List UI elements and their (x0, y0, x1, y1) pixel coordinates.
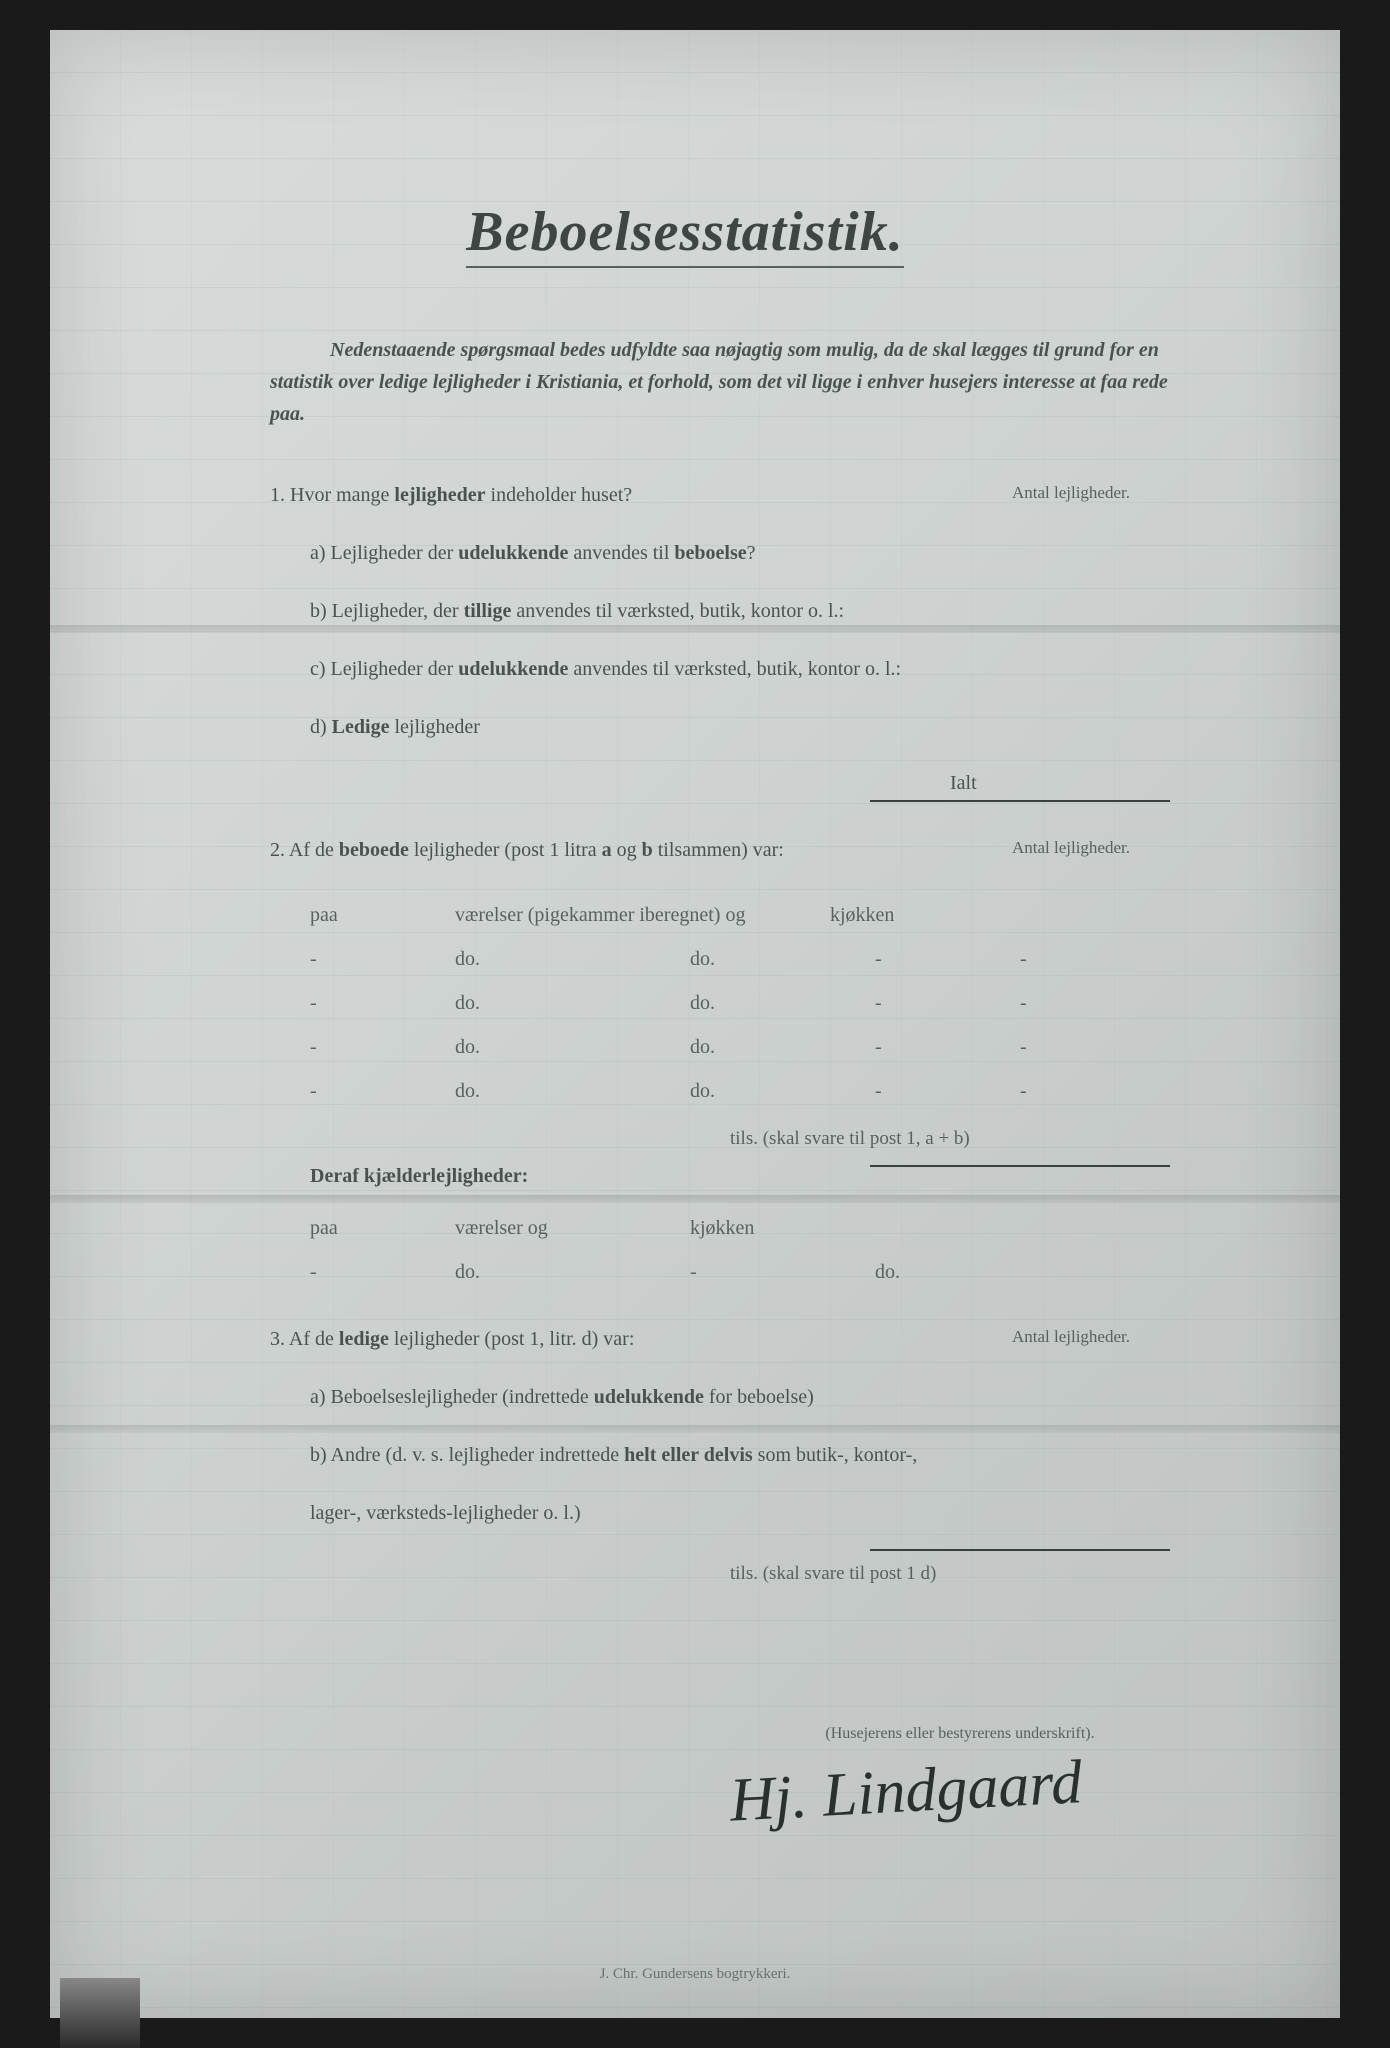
q3-b: b) Andre (d. v. s. lejligheder indretted… (270, 1440, 1190, 1470)
q2-header-row: paa værelser (pigekammer iberegnet) og k… (270, 893, 1190, 937)
deraf-header: Deraf kjælderlejligheder: (270, 1165, 1190, 1188)
count-label: Antal lejligheder. (1012, 835, 1130, 861)
count-label: Antal lejligheder. (1012, 1324, 1130, 1350)
signature: Hj. Lindgaard (139, 1740, 1231, 1868)
sum-rule (870, 800, 1170, 802)
q2-row: - do. do. - - (270, 1025, 1190, 1069)
q2-row: - do. do. - - (270, 981, 1190, 1025)
sum-rule (870, 1165, 1170, 1167)
q3-a: a) Beboelseslejligheder (indrettede udel… (270, 1382, 1190, 1412)
tils-note: tils. (skal svare til post 1, a + b) (270, 1128, 1190, 1150)
q2-main: 2. Af de beboede lejligheder (post 1 lit… (270, 835, 1190, 865)
signature-label: (Husejerens eller bestyrerens underskrif… (140, 1725, 1230, 1743)
scan-artifact (60, 1978, 140, 2048)
printer-credit: J. Chr. Gundersens bogtrykkeri. (50, 1966, 1340, 1983)
question-2: 2. Af de beboede lejligheder (post 1 lit… (140, 835, 1230, 1294)
count-label: Antal lejligheder. (1012, 480, 1130, 506)
q2-sub-row: - do. - do. (270, 1250, 1190, 1294)
tils-note: tils. (skal svare til post 1 d) (270, 1563, 1190, 1585)
q2-sub-header-row: paa værelser og kjøkken (270, 1206, 1190, 1250)
q2-row: - do. do. - - (270, 1069, 1190, 1113)
document-content: Beboelsesstatistik. Nedenstaaende spørgs… (50, 30, 1340, 2018)
q1-c: c) Lejligheder der udelukkende anvendes … (270, 654, 1190, 684)
q1-main: 1. Hvor mange lejligheder indeholder hus… (270, 480, 1190, 510)
document-title: Beboelsesstatistik. (466, 200, 903, 268)
question-3: 3. Af de ledige lejligheder (post 1, lit… (140, 1324, 1230, 1585)
ialt-label: Ialt (270, 772, 1190, 795)
sum-rule (870, 1549, 1170, 1551)
scanned-page: Beboelsesstatistik. Nedenstaaende spørgs… (50, 30, 1340, 2018)
q1-d: d) Ledige lejligheder (270, 712, 1190, 742)
q1-a: a) Lejligheder der udelukkende anvendes … (270, 538, 1190, 568)
intro-paragraph: Nedenstaaende spørgsmaal bedes udfyldte … (140, 334, 1230, 430)
q3-b-line2: lager-, værksteds-lejligheder o. l.) (270, 1498, 1190, 1528)
q2-row: - do. do. - - (270, 937, 1190, 981)
q1-b: b) Lejligheder, der tillige anvendes til… (270, 596, 1190, 626)
q3-main: 3. Af de ledige lejligheder (post 1, lit… (270, 1324, 1190, 1354)
question-1: 1. Hvor mange lejligheder indeholder hus… (140, 480, 1230, 795)
title-container: Beboelsesstatistik. (140, 200, 1230, 274)
